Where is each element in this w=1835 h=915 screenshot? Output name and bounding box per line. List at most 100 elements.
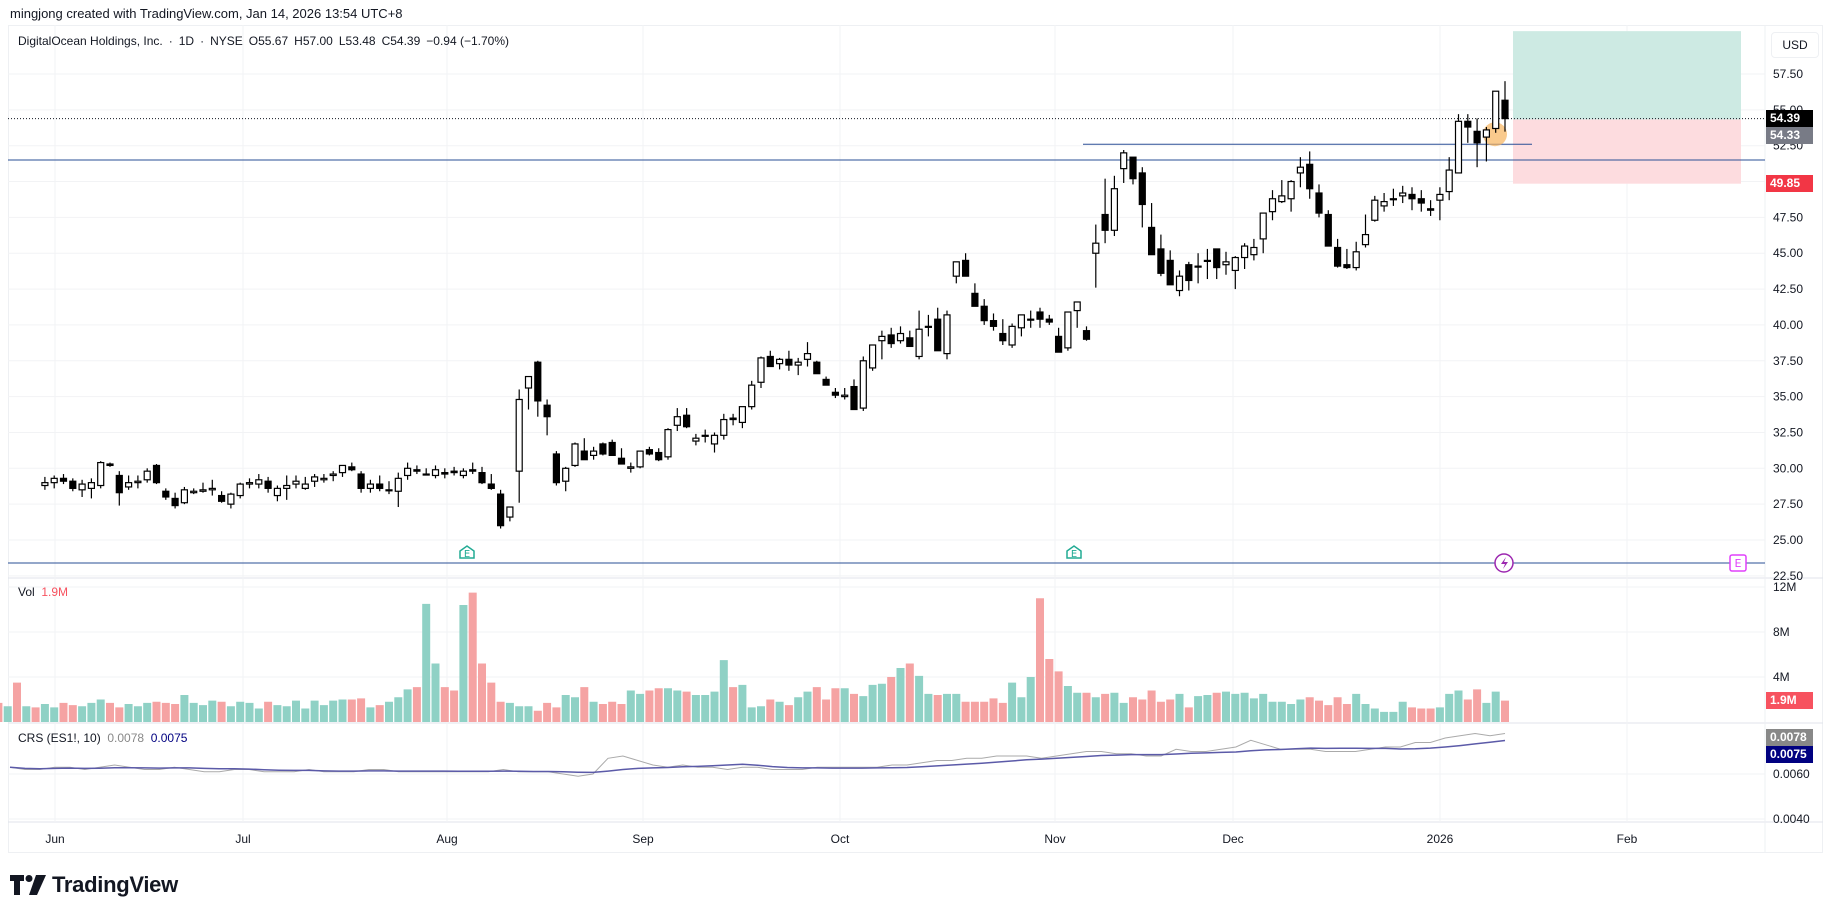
- volume-bar: [896, 668, 905, 722]
- currency-button[interactable]: USD: [1771, 32, 1819, 58]
- candle-body: [580, 450, 588, 461]
- candle-body: [283, 484, 291, 489]
- volume-bar: [1203, 695, 1212, 722]
- volume-bar: [1324, 705, 1333, 722]
- volume-bar: [245, 702, 254, 722]
- crs-tick-label: 0.0040: [1773, 812, 1810, 826]
- volume-bar: [552, 707, 561, 722]
- crs-label[interactable]: CRS (ES1!, 10): [18, 731, 101, 745]
- candle-body: [887, 334, 895, 345]
- candle-body: [534, 361, 542, 402]
- volume-bar: [171, 704, 180, 722]
- earnings-icon[interactable]: E: [459, 545, 475, 560]
- candle-body: [413, 469, 421, 472]
- candle-body: [859, 360, 867, 409]
- volume-bar: [180, 695, 189, 722]
- price-tick-label: 45.00: [1773, 246, 1803, 260]
- volume-bar: [673, 690, 682, 722]
- future-earnings-icon[interactable]: E: [1729, 554, 1747, 572]
- volume-bar: [887, 677, 896, 722]
- volume-bar: [1426, 708, 1435, 722]
- candle-body: [785, 358, 793, 366]
- volume-bar: [1222, 691, 1230, 722]
- volume-bar: [412, 687, 421, 722]
- volume-bar: [1277, 701, 1286, 722]
- time-tick-label: Jun: [45, 832, 64, 846]
- volume-bar: [282, 706, 291, 722]
- volume-bar: [980, 701, 989, 722]
- price-tick-label: 37.50: [1773, 354, 1803, 368]
- candle-body: [999, 332, 1007, 342]
- candle-body: [757, 357, 765, 383]
- candle-body: [636, 450, 644, 468]
- volume-bar: [161, 702, 170, 722]
- volume-bar: [310, 700, 319, 722]
- candle-body: [385, 489, 393, 492]
- lightning-icon[interactable]: [1494, 553, 1514, 573]
- candle-body: [1352, 251, 1360, 269]
- volume-bar: [1249, 698, 1258, 722]
- volume-bar: [338, 699, 347, 722]
- crs-value-2: 0.0075: [150, 731, 188, 745]
- candle-body: [1008, 325, 1016, 346]
- candle-body: [1306, 163, 1314, 190]
- candle-body: [292, 480, 300, 485]
- candle-body: [515, 398, 523, 472]
- volume-bar: [645, 690, 654, 722]
- candle-body: [1017, 314, 1026, 329]
- ohlc-low: L53.48: [338, 34, 376, 48]
- ohlc-high: H57.00: [294, 34, 333, 48]
- volume-bar: [1380, 711, 1389, 722]
- candle-body: [59, 477, 68, 482]
- candle-body: [394, 477, 402, 492]
- candle-body: [162, 490, 170, 498]
- volume-bar: [1408, 707, 1416, 722]
- volume-bar: [1342, 704, 1351, 722]
- interval[interactable]: 1D: [178, 34, 195, 48]
- candle-body: [748, 384, 756, 408]
- candle-body: [599, 443, 607, 455]
- crs-value-1: 0.0078: [107, 731, 145, 745]
- candle-body: [682, 414, 691, 428]
- candle-body: [543, 404, 551, 418]
- symbol-name[interactable]: DigitalOcean Holdings, Inc.: [18, 34, 163, 48]
- volume-bar: [608, 701, 617, 722]
- candle-body: [710, 434, 719, 445]
- volume-tag: 1.9M: [1766, 692, 1813, 709]
- volume-bar: [3, 706, 12, 722]
- volume-bar: [1482, 702, 1491, 722]
- volume-bar: [152, 701, 161, 722]
- volume-bar: [273, 705, 282, 722]
- volume-bar: [1398, 701, 1407, 722]
- price-tick-label: 30.00: [1773, 461, 1803, 475]
- candle-body: [1250, 246, 1258, 256]
- volume-bar: [226, 706, 235, 722]
- volume-bar: [385, 701, 393, 722]
- crs-line: [9, 732, 1506, 777]
- candle-body: [1240, 245, 1249, 259]
- volume-label[interactable]: Vol: [18, 585, 35, 599]
- volume-bar: [1287, 704, 1296, 722]
- volume-bar: [1296, 699, 1305, 722]
- candle-body: [1073, 301, 1081, 312]
- volume-tick-label: 4M: [1773, 670, 1790, 684]
- earnings-icon[interactable]: E: [1066, 545, 1082, 560]
- volume-bar: [598, 704, 607, 722]
- volume-bar: [1315, 700, 1323, 722]
- price-tick-label: 47.50: [1773, 210, 1803, 224]
- candle-body: [831, 391, 840, 396]
- volume-bar: [1435, 707, 1444, 722]
- candle-body: [1147, 226, 1156, 256]
- candle-body: [236, 483, 244, 497]
- tradingview-logo[interactable]: TradingView: [10, 872, 178, 898]
- volume-bar: [87, 702, 96, 722]
- svg-text:E: E: [1071, 549, 1077, 560]
- price-tick-label: 27.50: [1773, 497, 1803, 511]
- candle-body: [1166, 259, 1174, 286]
- volume-bar: [915, 675, 924, 722]
- candle-body: [245, 482, 254, 485]
- time-tick-label: Aug: [436, 832, 457, 846]
- stop-price-tag: 49.85: [1766, 175, 1813, 192]
- candle-body: [1213, 248, 1221, 269]
